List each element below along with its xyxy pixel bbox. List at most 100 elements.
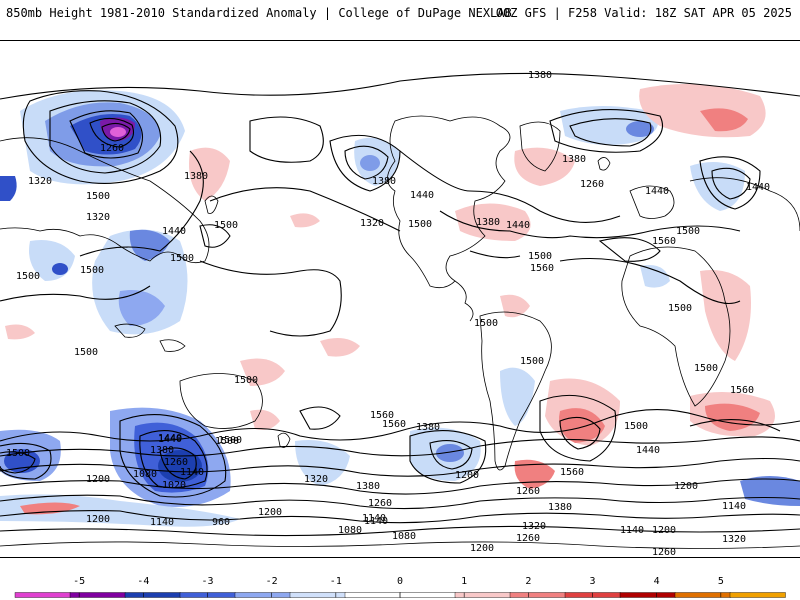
contour-label: 1320 <box>86 212 110 223</box>
colorbar-tick-label: 0 <box>397 576 403 587</box>
contour-label: 1500 <box>408 219 432 230</box>
contour-label: 1080 <box>133 469 157 480</box>
contour-label: 1200 <box>86 514 110 525</box>
contour-label: 1320 <box>28 176 52 187</box>
contour-label: 1380 <box>150 445 174 456</box>
contour-label: 1560 <box>730 385 754 396</box>
contour-label: 1140 <box>362 513 386 524</box>
colorbar-segment <box>399 592 456 598</box>
contour-label: 1260 <box>580 179 604 190</box>
colorbar-segment <box>234 592 291 598</box>
colorbar-tick-label: 4 <box>654 576 660 587</box>
contour-label: 1380 <box>476 217 500 228</box>
contour-label: 1200 <box>86 474 110 485</box>
colorbar-tick-label: -2 <box>266 576 278 587</box>
contour-label: 1140 <box>180 467 204 478</box>
contour-label: 1500 <box>215 436 239 447</box>
contour-label: 1440 <box>645 186 669 197</box>
contour-label: 1440 <box>636 445 660 456</box>
colorbar-tick-label: -4 <box>137 576 149 587</box>
contour-label: 1500 <box>624 421 648 432</box>
contour-label: 1500 <box>86 191 110 202</box>
colorbar-tick-label: 3 <box>589 576 595 587</box>
model-run-info: 00Z GFS | F258 Valid: 18Z SAT APR 05 202… <box>495 6 792 20</box>
contour-label: 1140 <box>722 501 746 512</box>
contour-label: 1500 <box>74 347 98 358</box>
height-contours <box>0 72 800 537</box>
contour-label: 1440 <box>746 182 770 193</box>
contour-label: 1320 <box>522 521 546 532</box>
contour-label: 1320 <box>304 474 328 485</box>
contour-label: 1380 <box>184 171 208 182</box>
colorbar-segment <box>14 592 71 598</box>
colorbar-segment <box>454 592 511 598</box>
contour-label: 1440 <box>410 190 434 201</box>
contour-label: 1260 <box>652 547 676 558</box>
contour-label: 1380 <box>416 422 440 433</box>
colorbar-ticks: -5 -4 -3 -2 -1 0 1 2 3 4 5 <box>73 576 724 598</box>
contour-label: 1500 <box>218 435 242 446</box>
colorbar-segment <box>124 592 181 598</box>
contour-label: 1500 <box>6 448 30 459</box>
colorbar-tick-label: 1 <box>461 576 467 587</box>
contour-label: 1260 <box>516 533 540 544</box>
anomaly-map: 1380 1260 1380 1500 1320 1440 1500 1500 … <box>0 70 800 558</box>
contour-label: 1320 <box>360 218 384 229</box>
contour-label: 1500 <box>234 375 258 386</box>
anomaly-colorbar: -5 -4 -3 -2 -1 0 1 2 3 4 5 <box>14 576 786 598</box>
contour-label: 1500 <box>214 220 238 231</box>
contour-label: 1380 <box>562 154 586 165</box>
contour-label: 1200 <box>674 481 698 492</box>
contour-label: 1500 <box>474 318 498 329</box>
contour-label: 1080 <box>340 557 364 558</box>
contour-label: 1560 <box>652 236 676 247</box>
contour-label: 960 <box>212 517 230 528</box>
contour-label: 1500 <box>528 251 552 262</box>
contour-label: 1500 <box>80 265 104 276</box>
contour-label: 1560 <box>530 263 554 274</box>
colorbar-segment <box>69 592 126 598</box>
contour-label: 1560 <box>382 419 406 430</box>
contour-label: 1500 <box>170 253 194 264</box>
contour-label: 1200 <box>652 525 676 536</box>
contour-label: 1260 <box>100 143 124 154</box>
contour-label: 1260 <box>164 457 188 468</box>
contour-label: 1200 <box>470 543 494 554</box>
colorbar-segment <box>674 592 731 598</box>
coastlines <box>0 115 800 549</box>
contour-label: 1500 <box>676 226 700 237</box>
colorbar-tick-label: -1 <box>330 576 342 587</box>
negative-anomaly-shading <box>0 90 800 527</box>
contour-label: 1440 <box>158 434 182 445</box>
contour-label: 1380 <box>528 70 552 81</box>
contour-label: 1440 <box>158 433 182 444</box>
contour-label: 1200 <box>455 470 479 481</box>
map-panel: 1380 1260 1380 1500 1320 1440 1500 1500 … <box>0 40 800 558</box>
colorbar-segment <box>729 592 786 598</box>
contour-label: 1500 <box>694 363 718 374</box>
contour-label: 1560 <box>560 467 584 478</box>
colorbar-tick-label: 2 <box>525 576 531 587</box>
colorbar-segment <box>289 592 346 598</box>
contour-label: 1260 <box>368 498 392 509</box>
contour-label: 1200 <box>258 507 282 518</box>
colorbar-segment <box>509 592 566 598</box>
colorbar-tick-label: -5 <box>73 576 85 587</box>
contour-label: 1440 <box>162 226 186 237</box>
southern-edge <box>0 549 800 557</box>
contour-label: 1380 <box>356 481 380 492</box>
colorbar-tick-label: 5 <box>718 576 724 587</box>
contour-label: 1140 <box>620 525 644 536</box>
contour-label: 1020 <box>162 480 186 491</box>
contour-label: 1080 <box>392 531 416 542</box>
contour-label: 1500 <box>668 303 692 314</box>
colorbar-segment <box>344 592 401 598</box>
contour-label: 1140 <box>364 516 388 527</box>
contour-label: 1080 <box>338 525 362 536</box>
contour-label: 1560 <box>370 410 394 421</box>
chart-title: 850mb Height 1981-2010 Standardized Anom… <box>6 6 512 20</box>
colorbar-tick-label: -3 <box>201 576 213 587</box>
contour-label: 1500 <box>520 356 544 367</box>
colorbar-segment <box>619 592 676 598</box>
contour-label: 1260 <box>516 486 540 497</box>
